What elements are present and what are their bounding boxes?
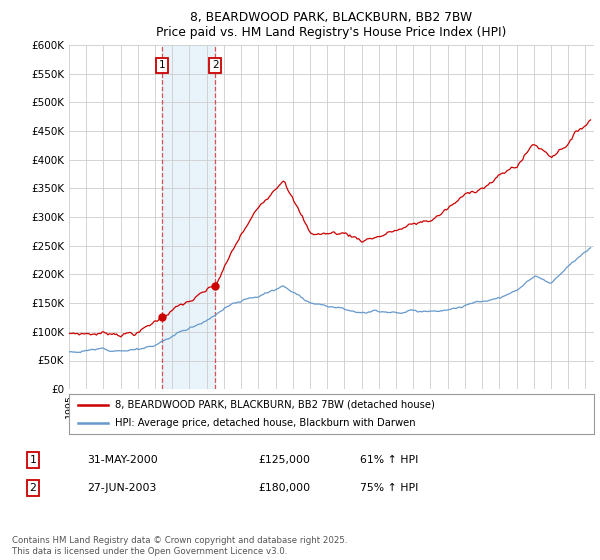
- Text: 61% ↑ HPI: 61% ↑ HPI: [360, 455, 418, 465]
- Text: Contains HM Land Registry data © Crown copyright and database right 2025.
This d: Contains HM Land Registry data © Crown c…: [12, 536, 347, 556]
- Text: £180,000: £180,000: [258, 483, 310, 493]
- Bar: [162, 45, 215, 389]
- Title: 8, BEARDWOOD PARK, BLACKBURN, BB2 7BW
Price paid vs. HM Land Registry's House Pr: 8, BEARDWOOD PARK, BLACKBURN, BB2 7BW Pr…: [157, 11, 506, 39]
- Text: HPI: Average price, detached house, Blackburn with Darwen: HPI: Average price, detached house, Blac…: [115, 418, 416, 428]
- Text: 27-JUN-2003: 27-JUN-2003: [87, 483, 157, 493]
- Text: 31-MAY-2000: 31-MAY-2000: [87, 455, 158, 465]
- Text: 1: 1: [29, 455, 37, 465]
- Text: 2: 2: [212, 60, 218, 71]
- Text: 1: 1: [159, 60, 166, 71]
- Text: £125,000: £125,000: [258, 455, 310, 465]
- Text: 2: 2: [29, 483, 37, 493]
- Text: 8, BEARDWOOD PARK, BLACKBURN, BB2 7BW (detached house): 8, BEARDWOOD PARK, BLACKBURN, BB2 7BW (d…: [115, 400, 435, 410]
- Text: 75% ↑ HPI: 75% ↑ HPI: [360, 483, 418, 493]
